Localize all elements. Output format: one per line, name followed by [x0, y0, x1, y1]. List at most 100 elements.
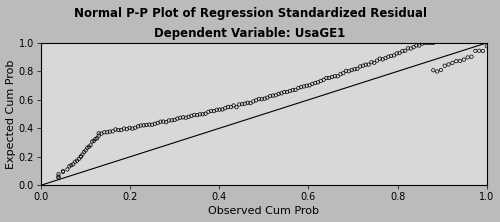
Point	[204, 110, 212, 114]
Point	[456, 59, 464, 63]
Point	[241, 102, 249, 105]
Point	[75, 157, 83, 161]
Point	[221, 106, 229, 110]
Point	[131, 126, 139, 129]
Point	[311, 81, 319, 85]
Point	[410, 46, 418, 49]
Point	[368, 60, 376, 64]
Point	[340, 71, 347, 75]
Point	[269, 94, 277, 97]
Point	[182, 116, 190, 119]
Point	[151, 122, 159, 125]
Point	[479, 49, 487, 53]
Point	[92, 137, 100, 141]
Point	[59, 170, 67, 174]
Point	[288, 88, 296, 92]
Point	[148, 123, 156, 127]
Point	[184, 115, 192, 119]
Point	[71, 160, 79, 164]
Point	[292, 88, 300, 92]
Point	[424, 41, 432, 45]
Point	[382, 56, 390, 60]
Point	[401, 49, 409, 53]
Point	[146, 123, 154, 126]
Point	[441, 64, 449, 67]
Point	[354, 67, 362, 71]
Point	[320, 78, 328, 81]
Point	[283, 90, 291, 94]
Point	[460, 58, 468, 61]
Point	[342, 69, 350, 73]
Point	[378, 57, 386, 61]
Point	[300, 85, 308, 88]
Point	[464, 56, 471, 59]
Point	[54, 176, 62, 180]
Point	[179, 115, 187, 119]
Point	[216, 108, 224, 111]
Point	[452, 59, 460, 63]
Point	[165, 119, 173, 122]
Point	[85, 145, 93, 149]
Point	[137, 124, 145, 127]
Point	[364, 63, 372, 66]
Point	[218, 108, 226, 111]
Point	[250, 100, 258, 103]
Point	[66, 165, 74, 168]
Point	[472, 49, 480, 53]
Point	[398, 49, 406, 53]
Point	[176, 116, 184, 120]
Point	[77, 155, 85, 159]
Point	[106, 130, 114, 133]
Point	[120, 127, 128, 130]
Point	[140, 124, 147, 127]
Point	[154, 121, 162, 125]
Point	[196, 113, 204, 116]
Point	[306, 84, 314, 87]
Point	[444, 63, 452, 66]
Point	[278, 91, 285, 95]
Point	[286, 89, 294, 93]
Point	[244, 101, 252, 105]
Point	[258, 97, 266, 101]
Point	[483, 44, 491, 48]
Point	[468, 55, 475, 58]
Point	[314, 81, 322, 84]
Point	[294, 86, 302, 90]
Point	[396, 51, 404, 55]
Point	[198, 113, 206, 116]
Point	[264, 96, 272, 99]
Point	[54, 175, 62, 178]
Point	[356, 65, 364, 68]
Point	[82, 149, 90, 152]
Point	[317, 79, 325, 83]
Point	[345, 69, 353, 73]
Point	[170, 118, 178, 122]
Point	[348, 68, 356, 72]
X-axis label: Observed Cum Prob: Observed Cum Prob	[208, 206, 319, 216]
Point	[412, 44, 420, 47]
Point	[77, 155, 85, 158]
Point	[84, 146, 92, 149]
Point	[384, 55, 392, 58]
Point	[162, 120, 170, 124]
Point	[328, 75, 336, 79]
Point	[73, 159, 81, 163]
Point	[418, 42, 426, 45]
Point	[433, 70, 441, 73]
Point	[260, 97, 268, 100]
Point	[224, 105, 232, 109]
Point	[103, 131, 111, 134]
Point	[246, 101, 254, 105]
Point	[230, 104, 237, 107]
Point	[325, 76, 333, 80]
Point	[373, 59, 381, 62]
Point	[334, 74, 342, 78]
Point	[80, 150, 88, 154]
Point	[297, 85, 305, 89]
Point	[336, 72, 344, 76]
Point	[117, 128, 125, 132]
Point	[114, 128, 122, 132]
Point	[448, 61, 456, 65]
Point	[100, 131, 108, 134]
Point	[421, 41, 429, 45]
